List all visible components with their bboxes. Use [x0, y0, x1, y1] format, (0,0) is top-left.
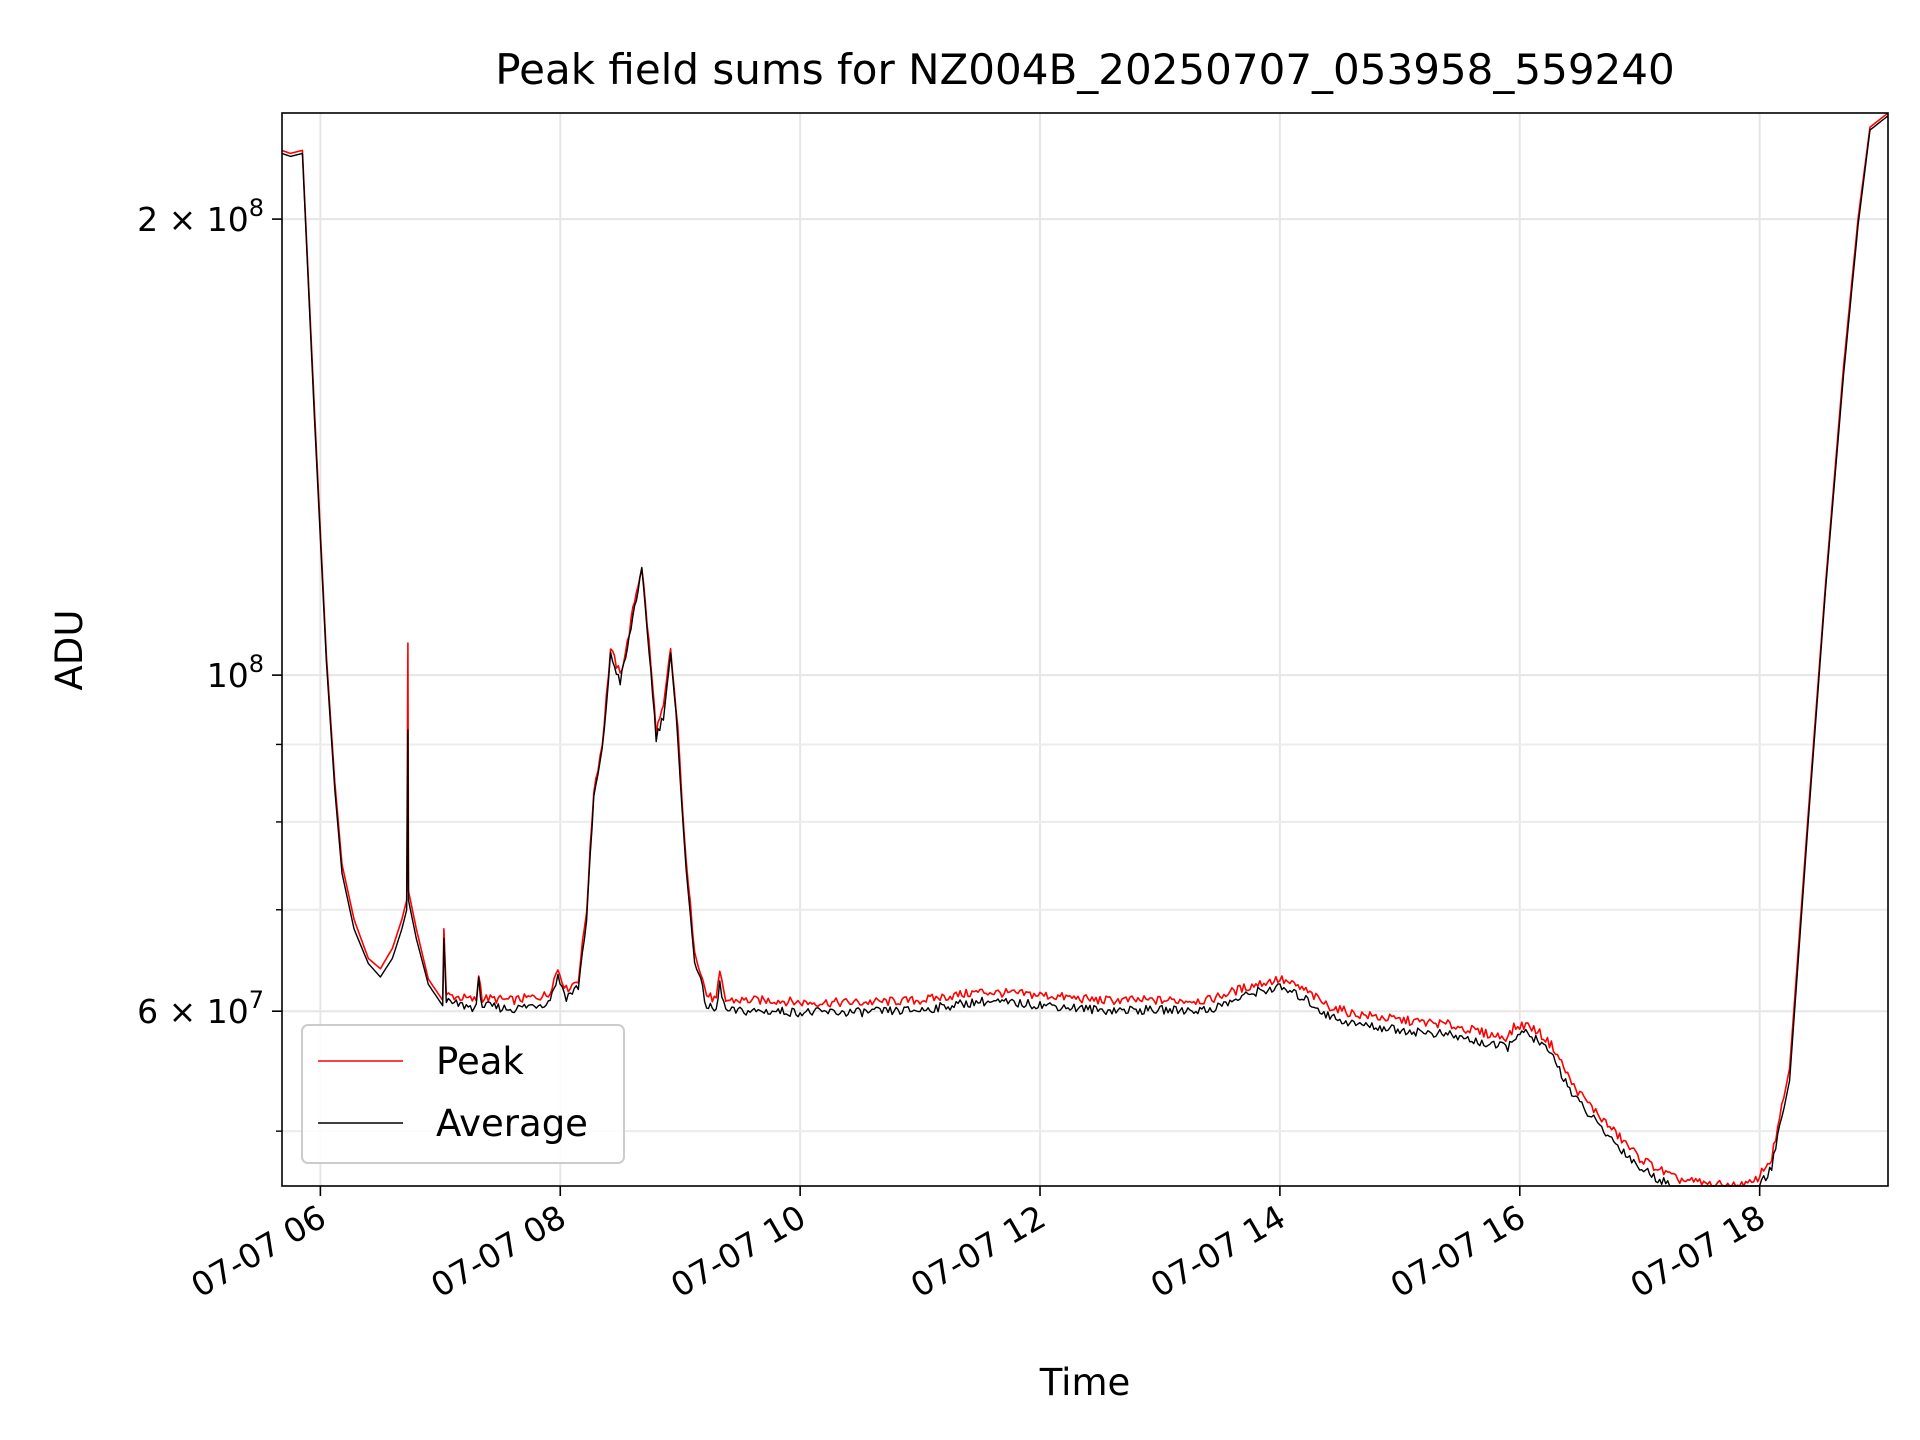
legend: Peak Average: [301, 1024, 625, 1164]
x-axis-label: Time: [1039, 1361, 1131, 1404]
series-line-peak: [281, 112, 1889, 1187]
plot-frame: [281, 112, 1889, 1187]
series-line-average: [281, 115, 1889, 1187]
y-tick-label: 2 × 108: [137, 194, 264, 239]
y-axis-label: ADU: [48, 610, 91, 691]
series-layer: [281, 112, 1889, 1187]
y-tick-label: 6 × 107: [137, 986, 264, 1031]
legend-box: [301, 1024, 625, 1164]
chart-title: Peak field sums for NZ004B_20250707_0539…: [495, 45, 1674, 94]
y-tick-label: 108: [207, 650, 264, 695]
legend-label-average: Average: [436, 1102, 588, 1145]
legend-label-peak: Peak: [436, 1040, 524, 1083]
